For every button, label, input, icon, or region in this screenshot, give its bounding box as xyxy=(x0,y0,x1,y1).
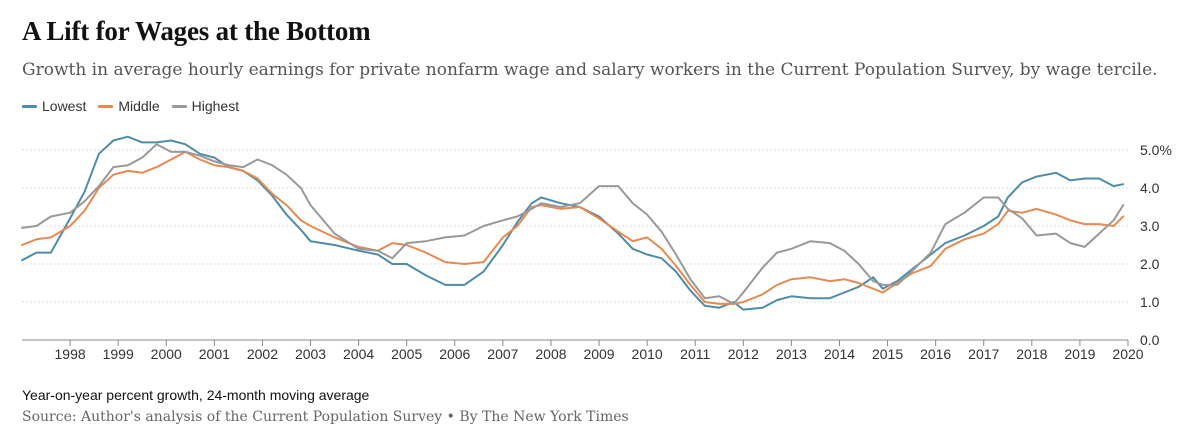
series-lines xyxy=(21,135,1125,311)
x-tick-label: 2006 xyxy=(439,346,470,362)
x-tick-label: 2017 xyxy=(968,346,999,362)
y-tick-label: 4.0 xyxy=(1140,180,1160,196)
x-tick-label: 2014 xyxy=(824,346,855,362)
x-tick-label: 2000 xyxy=(151,346,182,362)
series-line-lowest xyxy=(21,135,1125,311)
legend-label: Highest xyxy=(191,98,240,114)
chart-note: Year-on-year percent growth, 24-month mo… xyxy=(22,387,370,403)
x-tick-label: 1999 xyxy=(103,346,134,362)
x-tick-label: 2012 xyxy=(728,346,759,362)
legend-label: Lowest xyxy=(42,98,87,114)
x-tick-label: 2015 xyxy=(872,346,903,362)
x-tick-label: 2004 xyxy=(343,346,374,362)
series-line-middle xyxy=(21,150,1125,305)
x-tick-label: 2013 xyxy=(776,346,807,362)
x-tick-label: 2020 xyxy=(1112,346,1143,362)
x-tick-label: 2001 xyxy=(199,346,230,362)
x-tick-label: 1998 xyxy=(55,346,86,362)
legend-item-highest: Highest xyxy=(171,98,240,114)
chart-subtitle: Growth in average hourly earnings for pr… xyxy=(22,60,1158,80)
x-tick-label: 2009 xyxy=(583,346,614,362)
y-tick-label: 0.0 xyxy=(1140,332,1160,348)
legend-item-middle: Middle xyxy=(98,98,160,114)
y-tick-label: 3.0 xyxy=(1140,218,1160,234)
legend-label: Middle xyxy=(118,98,160,114)
x-tick-label: 2008 xyxy=(535,346,566,362)
x-tick-label: 2005 xyxy=(391,346,422,362)
x-tick-label: 2018 xyxy=(1016,346,1047,362)
legend-swatch xyxy=(98,104,114,108)
legend-swatch xyxy=(171,104,187,108)
y-tick-label: 1.0 xyxy=(1140,294,1160,310)
chart-source: Source: Author's analysis of the Current… xyxy=(22,409,629,425)
y-tick-label: 2.0 xyxy=(1140,256,1160,272)
series-line-highest xyxy=(21,143,1125,305)
x-tick-label: 2003 xyxy=(295,346,326,362)
x-tick-label: 2002 xyxy=(247,346,278,362)
axes: 0.0 1.0 2.0 3.0 4.0 5.0% 1998 1999 2000 2001 2002 2… xyxy=(55,142,1172,362)
legend-swatch xyxy=(22,104,37,108)
x-tick-label: 2007 xyxy=(487,346,518,362)
y-tick-label: 5.0% xyxy=(1140,142,1172,158)
chart-title: A Lift for Wages at the Bottom xyxy=(22,16,371,46)
legend-item-lowest: Lowest xyxy=(22,98,86,114)
x-tick-label: 2010 xyxy=(632,346,663,362)
x-tick-label: 2019 xyxy=(1064,346,1095,362)
x-tick-label: 2011 xyxy=(680,346,710,362)
x-tick-label: 2016 xyxy=(920,346,951,362)
chart-legend: Lowest Middle Highest xyxy=(22,98,251,114)
grid-lines xyxy=(22,149,1128,341)
